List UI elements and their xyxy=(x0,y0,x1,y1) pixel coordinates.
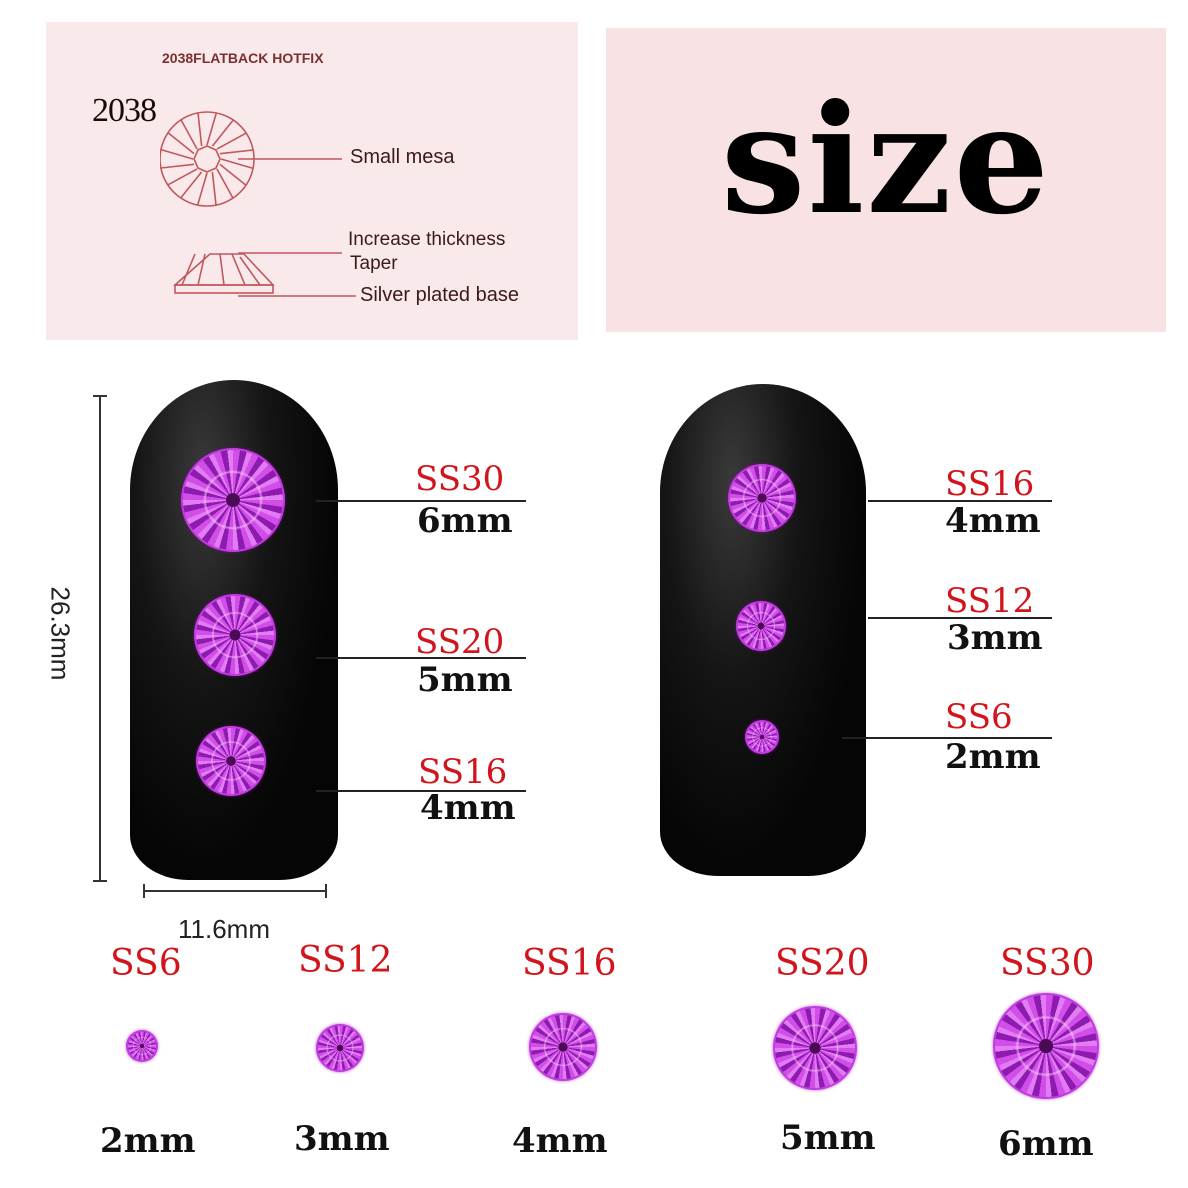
gem-ss6 xyxy=(745,720,779,754)
label-code: SS16 xyxy=(418,752,508,792)
row-mm: 3mm xyxy=(294,1119,390,1159)
gem-ss30 xyxy=(993,993,1099,1099)
gem-ss20 xyxy=(194,594,276,676)
facet-line xyxy=(160,163,195,169)
row-mm: 5mm xyxy=(780,1118,876,1158)
tick xyxy=(93,395,107,397)
callout-taper: Taper xyxy=(350,253,398,274)
row-mm: 6mm xyxy=(998,1124,1094,1164)
facet-line xyxy=(211,119,234,147)
size-panel xyxy=(606,28,1166,332)
label-code: SS16 xyxy=(945,464,1035,504)
facet-line xyxy=(220,158,254,170)
spec-panel xyxy=(46,22,578,340)
gem-ss12 xyxy=(316,1024,364,1072)
facet-line xyxy=(196,172,208,206)
gem-ss20 xyxy=(773,1006,857,1090)
facet-line xyxy=(180,171,203,199)
leader-line xyxy=(316,657,526,659)
row-mm: 4mm xyxy=(512,1121,608,1161)
height-label: 26.3mm xyxy=(45,586,76,681)
facet-line xyxy=(167,132,195,155)
facet-line xyxy=(216,132,247,150)
leader-line xyxy=(842,737,1052,739)
label-mm: 5mm xyxy=(417,660,513,700)
facet-line xyxy=(216,168,234,199)
callout-increase-thickness: Increase thickness xyxy=(348,229,506,250)
gem-ss16 xyxy=(529,1013,597,1081)
gem-diagram xyxy=(160,111,356,297)
tick xyxy=(325,884,327,898)
facet-line xyxy=(219,149,254,155)
label-mm: 6mm xyxy=(417,501,513,541)
leader-line xyxy=(316,790,526,792)
callout-silver-base: Silver plated base xyxy=(360,284,519,306)
row-mm: 2mm xyxy=(100,1121,196,1161)
facet-line xyxy=(206,112,218,146)
row-code: SS12 xyxy=(298,940,393,981)
row-code: SS20 xyxy=(775,943,870,984)
facet-line xyxy=(219,163,247,186)
facet-line xyxy=(180,119,198,150)
leader-line xyxy=(316,500,526,502)
gem-ss6 xyxy=(126,1030,158,1062)
label-code: SS20 xyxy=(415,622,505,662)
label-mm: 2mm xyxy=(945,737,1041,777)
gem-ss30 xyxy=(181,448,285,552)
size-heading: size xyxy=(720,72,1052,248)
leader-line xyxy=(868,500,1052,502)
tick xyxy=(93,880,107,882)
label-mm: 4mm xyxy=(420,788,516,828)
row-code: SS6 xyxy=(110,943,182,984)
width-label: 11.6mm xyxy=(178,914,270,944)
gem-ss12 xyxy=(736,601,786,651)
gem-ss16 xyxy=(728,464,796,532)
tick xyxy=(143,884,145,898)
facet-line xyxy=(167,168,198,186)
label-mm: 4mm xyxy=(945,501,1041,541)
row-code: SS16 xyxy=(522,943,617,984)
model-number: 2038 xyxy=(92,92,157,129)
facet-line xyxy=(160,148,194,160)
facet-line xyxy=(211,171,217,206)
facet-line xyxy=(197,112,203,147)
row-code: SS30 xyxy=(1000,943,1095,984)
label-code: SS6 xyxy=(945,697,1013,737)
height-dimension-line xyxy=(99,395,101,881)
spec-title: 2038FLATBACK HOTFIX xyxy=(162,50,324,66)
label-mm: 3mm xyxy=(947,618,1043,658)
label-code: SS12 xyxy=(945,581,1035,621)
callout-small-mesa: Small mesa xyxy=(350,146,455,168)
label-code: SS30 xyxy=(415,459,505,499)
leader-line xyxy=(868,617,1052,619)
width-dimension-line xyxy=(143,890,326,892)
gem-ss16 xyxy=(196,726,266,796)
